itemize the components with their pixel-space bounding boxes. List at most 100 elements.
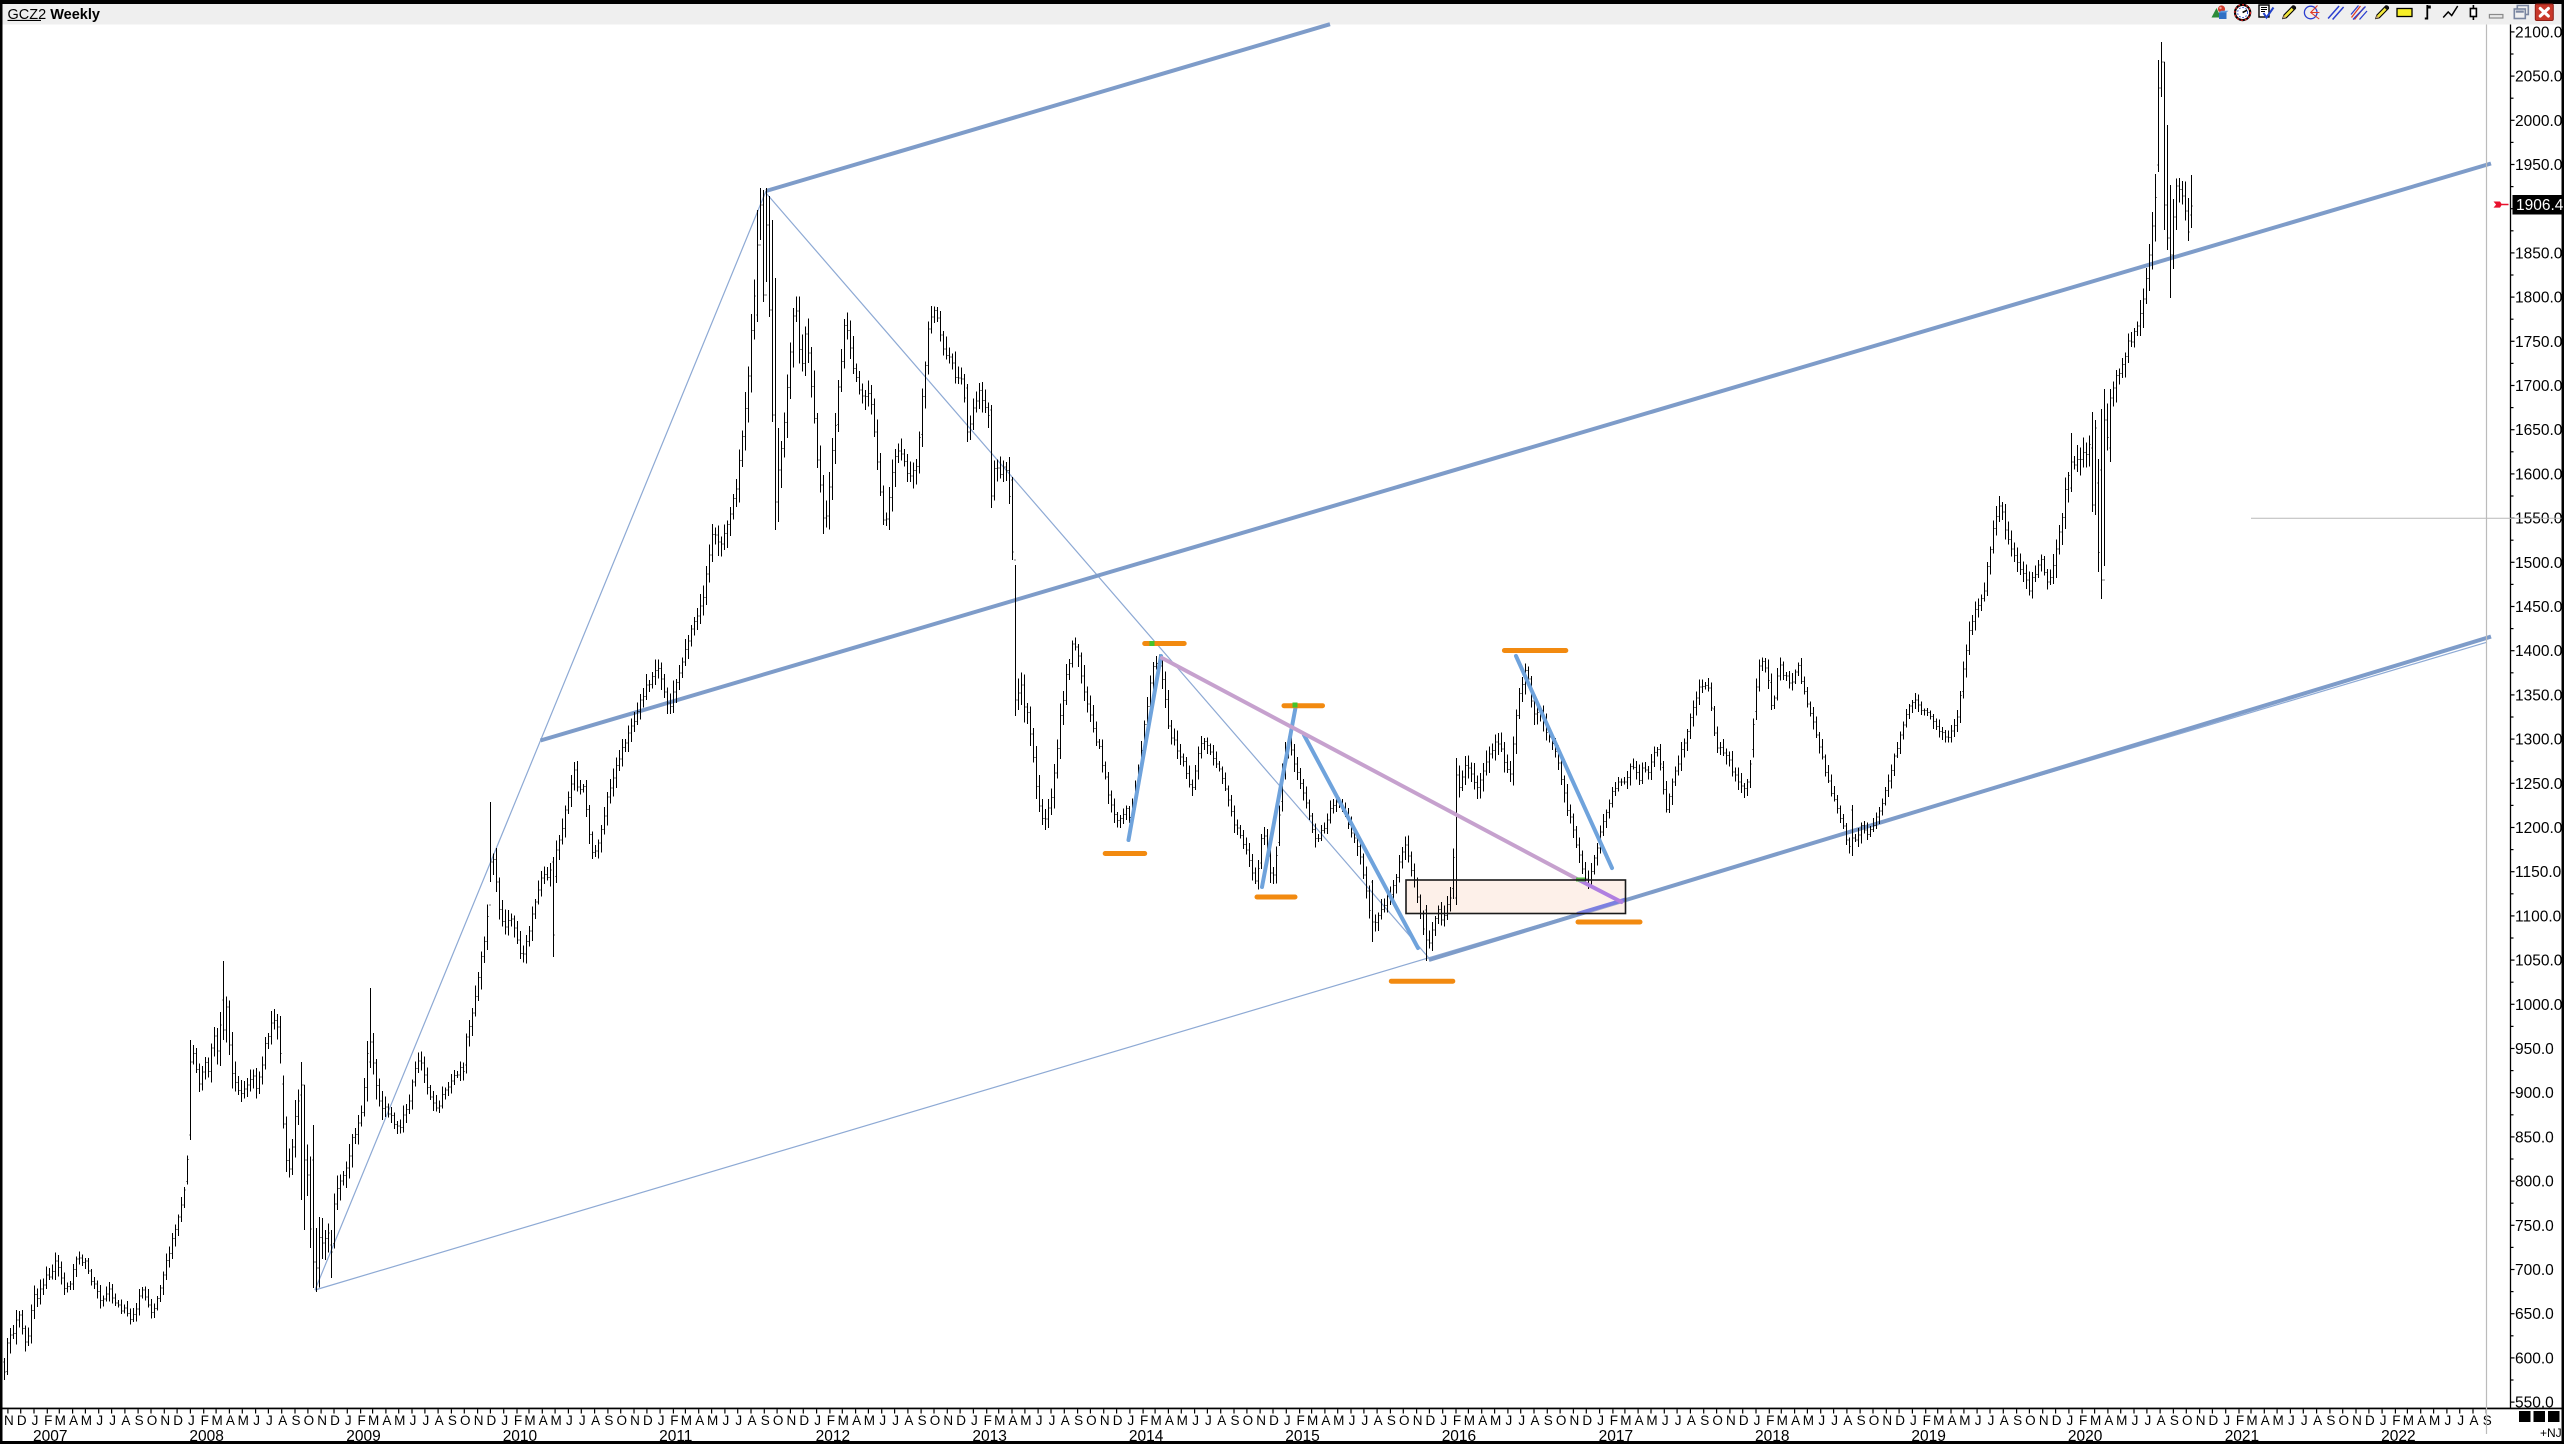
svg-text:1050.0: 1050.0 — [2515, 953, 2563, 970]
svg-text:F: F — [1453, 1413, 1461, 1428]
svg-text:J: J — [188, 1413, 195, 1428]
svg-text:700.0: 700.0 — [2515, 1262, 2554, 1279]
svg-text:750.0: 750.0 — [2515, 1218, 2554, 1235]
svg-text:F: F — [984, 1413, 992, 1428]
svg-text:A: A — [121, 1413, 130, 1428]
svg-text:S: S — [1230, 1413, 1239, 1428]
svg-text:A: A — [1843, 1413, 1852, 1428]
svg-text:O: O — [460, 1413, 471, 1428]
svg-text:D: D — [2365, 1413, 2375, 1428]
svg-text:N: N — [474, 1413, 484, 1428]
svg-text:D: D — [17, 1413, 27, 1428]
svg-text:M: M — [1464, 1413, 1475, 1428]
svg-text:M: M — [838, 1413, 849, 1428]
svg-text:D: D — [799, 1413, 809, 1428]
svg-text:J: J — [1036, 1413, 1043, 1428]
svg-text:S: S — [135, 1413, 144, 1428]
svg-text:1250.0: 1250.0 — [2515, 776, 2563, 793]
svg-text:A: A — [539, 1413, 548, 1428]
svg-text:J: J — [2145, 1413, 2152, 1428]
svg-text:D: D — [1269, 1413, 1279, 1428]
svg-text:A: A — [1635, 1413, 1644, 1428]
svg-text:O: O — [2182, 1413, 2193, 1428]
svg-text:1300.0: 1300.0 — [2515, 732, 2563, 749]
svg-text:A: A — [852, 1413, 861, 1428]
svg-text:M: M — [2403, 1413, 2414, 1428]
svg-text:2013: 2013 — [972, 1428, 1006, 1444]
svg-text:J: J — [1205, 1413, 1212, 1428]
svg-text:1800.0: 1800.0 — [2515, 290, 2563, 307]
svg-text:2100.0: 2100.0 — [2515, 24, 2563, 41]
svg-text:A: A — [1008, 1413, 1017, 1428]
svg-text:2008: 2008 — [189, 1428, 223, 1444]
svg-text:F: F — [2079, 1413, 2087, 1428]
svg-text:N: N — [1726, 1413, 1736, 1428]
svg-text:J: J — [1910, 1413, 1917, 1428]
svg-text:O: O — [1243, 1413, 1254, 1428]
svg-text:O: O — [616, 1413, 627, 1428]
svg-text:J: J — [1597, 1413, 1604, 1428]
svg-text:D: D — [643, 1413, 653, 1428]
svg-text:A: A — [2261, 1413, 2270, 1428]
svg-text:A: A — [226, 1413, 235, 1428]
svg-text:O: O — [773, 1413, 784, 1428]
svg-text:N: N — [1413, 1413, 1423, 1428]
svg-text:S: S — [2483, 1413, 2492, 1428]
svg-text:J: J — [2380, 1413, 2387, 1428]
svg-text:1350.0: 1350.0 — [2515, 687, 2563, 704]
svg-text:M: M — [1307, 1413, 1318, 1428]
svg-text:O: O — [2338, 1413, 2349, 1428]
svg-text:A: A — [1530, 1413, 1539, 1428]
svg-text:M: M — [864, 1413, 875, 1428]
svg-text:N: N — [317, 1413, 327, 1428]
svg-text:F: F — [1140, 1413, 1148, 1428]
svg-text:J: J — [1831, 1413, 1838, 1428]
svg-text:M: M — [994, 1413, 1005, 1428]
svg-text:M: M — [2272, 1413, 2283, 1428]
svg-text:1700.0: 1700.0 — [2515, 378, 2563, 395]
svg-text:A: A — [2469, 1413, 2478, 1428]
svg-text:A: A — [1687, 1413, 1696, 1428]
svg-text:F: F — [44, 1413, 52, 1428]
svg-text:N: N — [160, 1413, 170, 1428]
svg-text:J: J — [96, 1413, 103, 1428]
svg-text:D: D — [1739, 1413, 1749, 1428]
svg-text:N: N — [630, 1413, 640, 1428]
svg-text:J: J — [1049, 1413, 1056, 1428]
svg-text:1150.0: 1150.0 — [2515, 864, 2562, 881]
svg-text:A: A — [1061, 1413, 1070, 1428]
svg-text:1850.0: 1850.0 — [2515, 245, 2563, 262]
svg-text:A: A — [1947, 1413, 1956, 1428]
svg-text:J: J — [1349, 1413, 1356, 1428]
svg-text:600.0: 600.0 — [2515, 1350, 2554, 1367]
svg-text:J: J — [566, 1413, 573, 1428]
svg-text:S: S — [1387, 1413, 1396, 1428]
svg-text:A: A — [1374, 1413, 1383, 1428]
svg-text:J: J — [2132, 1413, 2139, 1428]
svg-text:S: S — [291, 1413, 300, 1428]
svg-text:S: S — [2326, 1413, 2335, 1428]
svg-text:2050.0: 2050.0 — [2515, 69, 2563, 86]
svg-text:1400.0: 1400.0 — [2515, 643, 2563, 660]
svg-text:A: A — [278, 1413, 287, 1428]
svg-text:O: O — [930, 1413, 941, 1428]
svg-text:N: N — [4, 1413, 14, 1428]
svg-text:O: O — [1556, 1413, 1567, 1428]
svg-text:M: M — [2246, 1413, 2257, 1428]
svg-text:M: M — [1490, 1413, 1501, 1428]
svg-text:+NJ: +NJ — [2540, 1426, 2562, 1440]
svg-text:N: N — [1882, 1413, 1892, 1428]
svg-text:2021: 2021 — [2225, 1428, 2259, 1444]
svg-text:F: F — [670, 1413, 678, 1428]
svg-text:2010: 2010 — [503, 1428, 538, 1444]
svg-text:A: A — [1791, 1413, 1800, 1428]
svg-text:J: J — [2457, 1413, 2464, 1428]
svg-text:M: M — [1646, 1413, 1657, 1428]
svg-text:J: J — [1754, 1413, 1761, 1428]
svg-text:N: N — [2039, 1413, 2049, 1428]
svg-text:A: A — [69, 1413, 78, 1428]
svg-text:J: J — [1440, 1413, 1447, 1428]
svg-text:M: M — [1933, 1413, 1944, 1428]
svg-text:M: M — [681, 1413, 692, 1428]
svg-text:N: N — [1256, 1413, 1266, 1428]
